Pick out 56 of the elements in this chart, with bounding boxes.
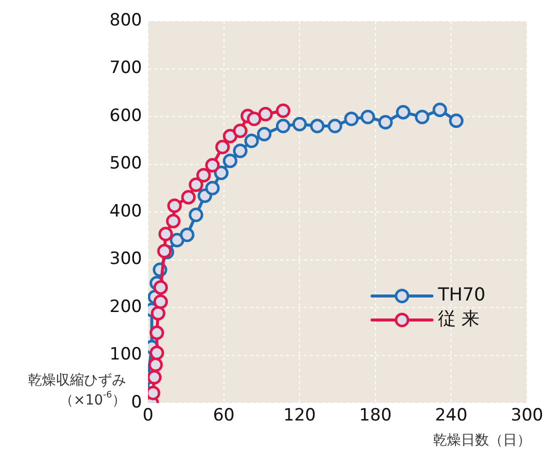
point (188, 178, 204, 192)
point (378, 114, 393, 130)
point (150, 346, 164, 360)
point (232, 144, 248, 158)
point (167, 198, 182, 214)
point (222, 154, 238, 168)
legend-label: TH70 (437, 284, 486, 306)
legend-label: 従 来 (438, 308, 480, 330)
y-tick-label: 300 (110, 249, 142, 270)
x-tick-label: 120 (283, 406, 316, 426)
y-tick-label: 100 (110, 344, 142, 365)
point (360, 110, 376, 124)
point (244, 134, 259, 148)
point (150, 306, 166, 320)
x-tick-label: 60 (212, 406, 235, 426)
point (414, 110, 430, 124)
point (432, 102, 448, 118)
point (256, 126, 272, 142)
point (196, 168, 211, 182)
point (153, 280, 168, 295)
point (148, 370, 162, 384)
point (276, 104, 290, 118)
point (214, 166, 229, 180)
point (276, 118, 290, 134)
y-tick-label: 400 (110, 201, 142, 222)
y-tick-label: 700 (110, 58, 142, 78)
x-tick-label: 240 (434, 406, 468, 426)
point (344, 112, 359, 126)
point (158, 226, 173, 242)
point (153, 294, 168, 310)
point (188, 208, 204, 222)
x-tick-label: 300 (510, 406, 544, 426)
x-axis-title: 乾燥日数（日） (433, 432, 531, 449)
y-tick-label: 200 (110, 296, 142, 317)
point (215, 140, 230, 154)
y-tick-label: 800 (110, 10, 142, 30)
point (258, 106, 273, 122)
point (292, 116, 307, 132)
point (246, 112, 262, 126)
point (310, 118, 325, 134)
point (148, 358, 163, 372)
y-tick-label: 0 (131, 392, 142, 412)
point (150, 326, 164, 340)
point (205, 158, 220, 172)
point (181, 190, 196, 204)
y-tick-label: 600 (110, 106, 142, 126)
point (205, 180, 220, 196)
y-tick-label: 500 (110, 154, 142, 174)
point (166, 214, 181, 228)
point (449, 114, 464, 128)
point (328, 118, 342, 134)
point (232, 124, 248, 138)
x-tick-label: 180 (359, 406, 392, 426)
point (180, 228, 194, 242)
point (222, 128, 238, 144)
point (396, 104, 410, 120)
